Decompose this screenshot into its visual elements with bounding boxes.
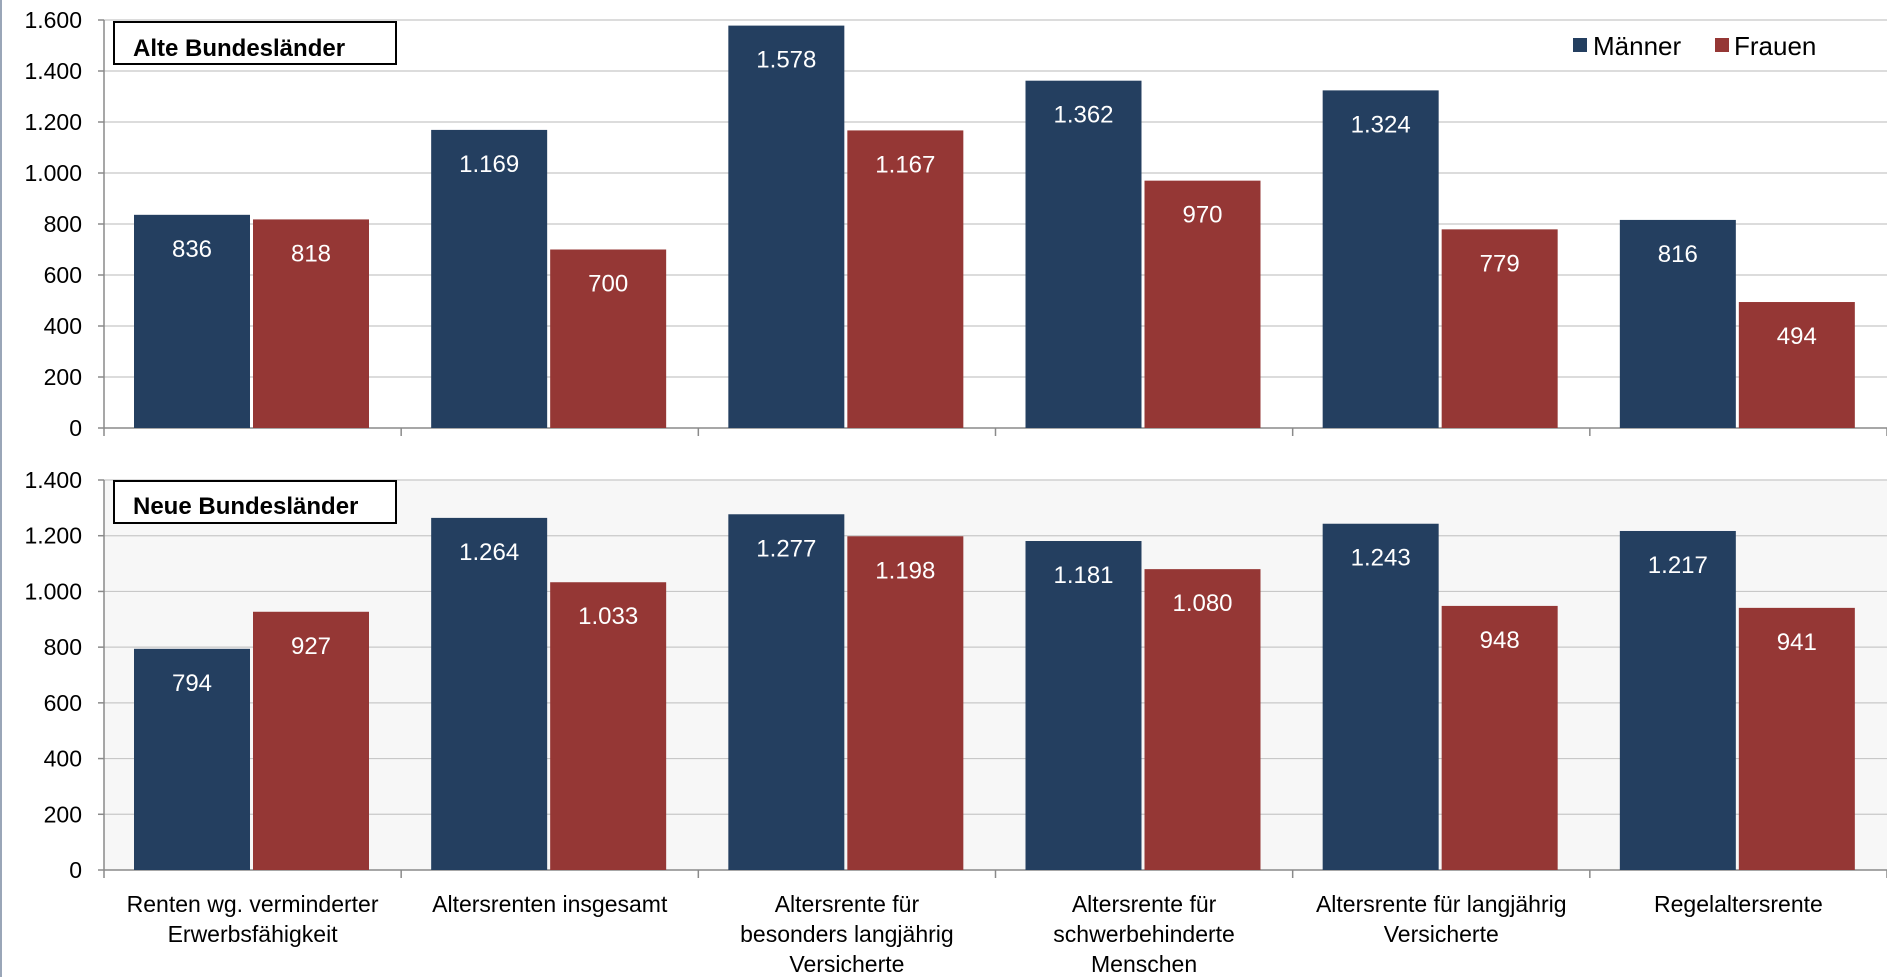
panel-title-text-upper: Alte Bundesländer [133,35,345,62]
x-category-label: Renten wg. verminderter Erwerbsfähigkeit [127,891,379,947]
bar-maenner [1619,530,1736,870]
y-tick-label: 1.200 [24,523,82,549]
panel-title-upper: Alte Bundesländer [113,21,397,65]
y-tick-label: 1.600 [24,7,82,33]
data-label-frauen: 494 [1777,323,1817,350]
y-tick-label: 600 [44,262,82,288]
x-category-label-line: Versicherte [789,951,904,977]
data-label-frauen: 700 [588,271,628,298]
panel-2: 0 200 400 600 800 1.000 1.200 1.400 794 927 Renten… [24,467,1887,977]
legend-swatch-frauen [1715,38,1729,52]
data-label-frauen: 941 [1777,629,1817,656]
y-tick-label: 800 [44,634,82,660]
x-category-label-line: Altersrente für langjährig [1316,891,1567,917]
x-category-label: Altersrente für langjährig Versicherte [1316,891,1567,947]
bar-frauen [1738,302,1855,428]
x-category-label: Altersrente für schwerbehinderte Menschen [1053,891,1235,977]
panel-1: 0 200 400 600 800 1.000 1.200 1.400 1.600 836 818 1… [24,7,1887,441]
y-tick-label: 0 [69,415,82,441]
y-tick-label: 1.400 [24,58,82,84]
data-label-maenner: 836 [172,236,212,263]
data-label-maenner: 1.217 [1648,552,1708,579]
data-label-frauen: 1.080 [1172,590,1232,617]
y-tick-label: 200 [44,801,82,827]
panel-title-lower: Neue Bundesländer [113,480,397,524]
bar-maenner [1619,219,1736,428]
bar-frauen [1144,569,1261,870]
legend-label-maenner: Männer [1593,31,1681,61]
bar-maenner [728,514,845,870]
bar-frauen [1144,180,1261,428]
y-tick-label: 400 [44,313,82,339]
legend-swatch-maenner [1573,38,1587,52]
data-label-maenner: 1.362 [1053,102,1113,129]
x-category-label: Altersrenten insgesamt [432,891,668,917]
bar-maenner [431,129,548,428]
data-label-frauen: 927 [291,633,331,660]
data-label-frauen: 970 [1182,202,1222,229]
panel-lower-background [104,480,1887,870]
x-category-label-line: besonders langjährig [740,921,954,947]
x-category-label: Regelaltersrente [1654,891,1823,917]
x-category-label-line: Altersrente für [775,891,920,917]
data-label-maenner: 1.324 [1351,111,1411,138]
x-category-label-line: Erwerbsfähigkeit [168,921,339,947]
x-category-label-line: Altersrenten insgesamt [432,891,668,917]
data-label-maenner: 1.243 [1351,545,1411,572]
data-label-maenner: 1.578 [756,47,816,74]
panel-title-box-lower [113,480,397,524]
panel-title-box-upper [113,21,397,65]
data-label-frauen: 1.198 [875,557,935,584]
y-tick-label: 1.000 [24,578,82,604]
bar-frauen [1441,229,1558,428]
data-label-maenner: 1.277 [756,535,816,562]
bar-maenner [134,648,250,870]
y-tick-label: 400 [44,746,82,772]
data-label-frauen: 1.167 [875,151,935,178]
bar-frauen [550,249,667,428]
data-label-frauen: 779 [1480,250,1520,277]
bar-frauen [253,611,369,870]
x-category-label-line: schwerbehinderte [1053,921,1235,947]
data-label-frauen: 948 [1480,627,1520,654]
x-category-label: Altersrente für besonders langjährig Versi… [740,891,954,977]
data-label-maenner: 1.169 [459,151,519,178]
bar-frauen [550,582,667,870]
legend-label-frauen: Frauen [1734,31,1816,61]
bar-maenner [1025,80,1142,428]
x-category-label-line: Renten wg. verminderter [127,891,379,917]
y-tick-label: 200 [44,364,82,390]
bar-frauen [847,536,964,870]
x-category-label-line: Altersrente für [1072,891,1217,917]
bar-maenner [134,214,250,428]
y-tick-label: 0 [69,857,82,883]
bar-frauen [253,219,369,428]
bar-maenner [1322,90,1439,428]
bar-maenner [1025,541,1142,870]
y-tick-label: 800 [44,211,82,237]
data-label-frauen: 1.033 [578,603,638,630]
data-label-maenner: 794 [172,670,212,697]
bar-frauen [1738,607,1855,870]
x-category-label-line: Versicherte [1384,921,1499,947]
y-tick-label: 1.000 [24,160,82,186]
bar-frauen [1441,605,1558,870]
bar-maenner [728,25,845,429]
x-category-label-line: Regelaltersrente [1654,891,1823,917]
y-tick-label: 1.400 [24,467,82,493]
panel-title-text-lower: Neue Bundesländer [133,493,358,520]
data-label-maenner: 1.264 [459,539,519,566]
y-tick-label: 1.200 [24,109,82,135]
data-label-maenner: 816 [1658,241,1698,268]
bar-frauen [847,130,964,429]
bar-maenner [1322,523,1439,870]
data-label-maenner: 1.181 [1053,562,1113,589]
bar-maenner [431,517,548,870]
y-tick-label: 600 [44,690,82,716]
legend: Männer Frauen [1573,31,1816,61]
data-label-frauen: 818 [291,240,331,267]
x-category-label-line: Menschen [1091,951,1197,977]
